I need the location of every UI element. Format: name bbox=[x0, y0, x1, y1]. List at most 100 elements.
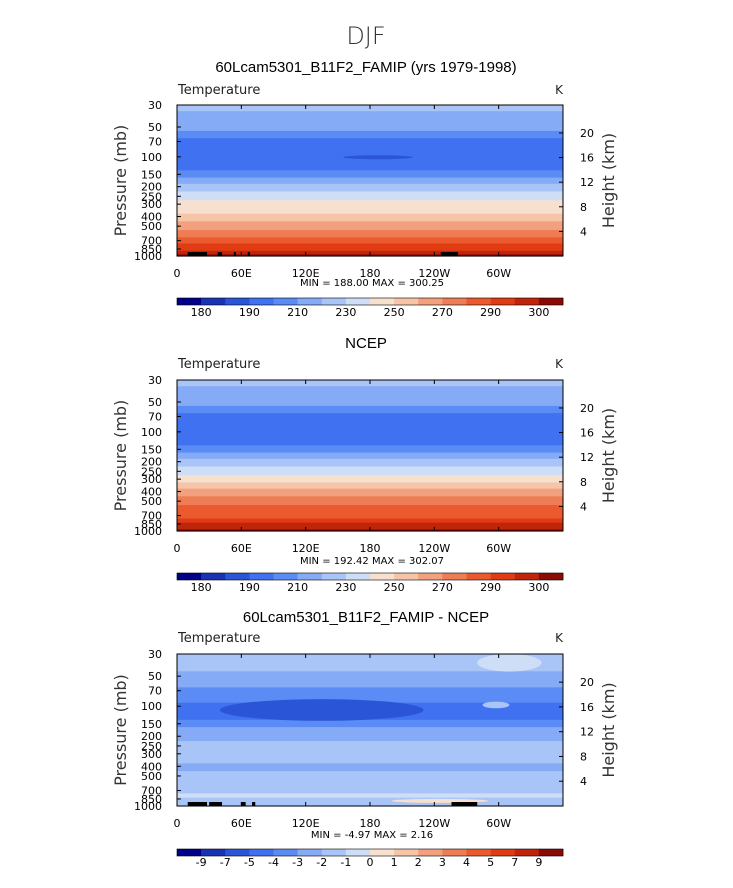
colorbar-label: -2 bbox=[316, 856, 327, 869]
topography-block bbox=[252, 802, 256, 806]
colorbar-swatch bbox=[538, 849, 564, 856]
min-max-stats: MIN = 192.42 MAX = 302.07 bbox=[300, 556, 444, 567]
variable-label: Temperature bbox=[177, 631, 260, 646]
pressure-tick-label: 1000 bbox=[134, 250, 162, 263]
panel-title: 60Lcam5301_B11F2_FAMIP (yrs 1979-1998) bbox=[215, 59, 516, 76]
field-band bbox=[177, 797, 563, 802]
colorbar-swatch bbox=[442, 298, 467, 305]
colorbar-swatch bbox=[394, 298, 419, 305]
colorbar-label: -9 bbox=[196, 856, 207, 869]
colorbar-swatch bbox=[273, 573, 298, 580]
field-band bbox=[177, 405, 563, 414]
colorbar-label: 180 bbox=[191, 306, 212, 319]
field-bands bbox=[177, 654, 563, 807]
pressure-tick-label: 500 bbox=[141, 495, 162, 508]
colorbar-label: 9 bbox=[535, 856, 542, 869]
colorbar-swatch bbox=[249, 849, 274, 856]
field-band bbox=[177, 522, 563, 527]
colorbar-swatch bbox=[418, 298, 443, 305]
field-band bbox=[177, 787, 563, 795]
field-band bbox=[177, 436, 563, 446]
pressure-tick-label: 500 bbox=[141, 770, 162, 783]
pressure-tick-label: 200 bbox=[141, 181, 162, 194]
colorbar: -9 -7 -5 -4 -3 -2 -1 0 1 2 3 4 5 7 9 bbox=[176, 848, 564, 869]
field-band bbox=[177, 122, 563, 132]
colorbar-swatch bbox=[466, 849, 491, 856]
units-label: K bbox=[555, 357, 564, 371]
field-band bbox=[177, 420, 563, 429]
pressure-tick-label: 250 bbox=[141, 190, 162, 203]
height-tick-label: 12 bbox=[580, 726, 594, 739]
colorbar-label: 270 bbox=[432, 306, 453, 319]
height-tick-label: 4 bbox=[580, 500, 587, 513]
colorbar-swatch bbox=[370, 573, 395, 580]
pressure-tick-label: 30 bbox=[148, 374, 162, 387]
colorbar-label: 290 bbox=[480, 581, 501, 594]
colorbar-swatch bbox=[370, 298, 395, 305]
colorbar-swatch bbox=[273, 849, 298, 856]
pressure-tick-label: 70 bbox=[148, 410, 162, 423]
height-tick-label: 8 bbox=[580, 476, 587, 489]
height-tick-label: 4 bbox=[580, 775, 587, 788]
colorbar-label: 190 bbox=[239, 581, 260, 594]
x-tick-label: 60W bbox=[486, 542, 511, 555]
colorbar-label: -1 bbox=[340, 856, 351, 869]
field-band bbox=[177, 749, 563, 758]
colorbar-swatch bbox=[273, 298, 298, 305]
pressure-tick-label: 700 bbox=[141, 785, 162, 798]
height-tick-label: 16 bbox=[580, 701, 594, 714]
min-max-stats: MIN = 188.00 MAX = 300.25 bbox=[300, 278, 444, 289]
field-feature-cold_band bbox=[219, 699, 424, 721]
colorbar-swatch bbox=[345, 298, 371, 305]
field-band bbox=[177, 213, 563, 222]
colorbar-swatch bbox=[514, 573, 540, 580]
colorbar-swatch bbox=[249, 573, 274, 580]
colorbar-swatch bbox=[177, 573, 202, 580]
colorbar-swatch bbox=[297, 849, 323, 856]
pressure-tick-label: 100 bbox=[141, 151, 162, 164]
x-tick-label: 60E bbox=[231, 542, 252, 555]
pressure-tick-label: 200 bbox=[141, 456, 162, 469]
colorbar-frame bbox=[176, 297, 564, 306]
pressure-tick-label: 70 bbox=[148, 685, 162, 698]
field-band bbox=[177, 177, 563, 185]
colorbar-swatch bbox=[514, 849, 540, 856]
colorbar-label: 5 bbox=[487, 856, 494, 869]
field-band bbox=[177, 727, 563, 734]
field-band bbox=[177, 111, 563, 123]
field-band bbox=[177, 680, 563, 688]
field-band bbox=[177, 207, 563, 215]
y-axis-label-right: Height (km) bbox=[599, 133, 618, 228]
pressure-tick-label: 30 bbox=[148, 99, 162, 112]
colorbar-label: 2 bbox=[415, 856, 422, 869]
y-axis-label-left: Pressure (mb) bbox=[111, 125, 130, 237]
pressure-tick-label: 1000 bbox=[134, 525, 162, 538]
variable-label: Temperature bbox=[177, 83, 260, 98]
x-tick-label: 120W bbox=[418, 542, 450, 555]
colorbar-swatch bbox=[345, 849, 371, 856]
x-tick-label: 120E bbox=[292, 542, 320, 555]
pressure-tick-label: 150 bbox=[141, 168, 162, 181]
y-axis-label-left: Pressure (mb) bbox=[111, 674, 130, 786]
colorbar-label: 7 bbox=[511, 856, 518, 869]
colorbar-swatch bbox=[321, 298, 347, 305]
colorbar-swatch bbox=[490, 849, 516, 856]
colorbar-label: 290 bbox=[480, 306, 501, 319]
colorbar-label: 1 bbox=[391, 856, 398, 869]
colorbar-swatch bbox=[370, 849, 395, 856]
colorbar-swatch bbox=[514, 298, 540, 305]
colorbar-swatch bbox=[345, 573, 371, 580]
field-band bbox=[177, 191, 563, 201]
field-band bbox=[177, 161, 563, 171]
colorbar-swatch bbox=[538, 573, 564, 580]
colorbar-swatch bbox=[442, 573, 467, 580]
field-band bbox=[177, 518, 563, 524]
pressure-tick-label: 700 bbox=[141, 235, 162, 248]
x-tick-label: 180 bbox=[360, 542, 381, 555]
topography-block bbox=[241, 802, 246, 806]
field-feature-warm_patch bbox=[477, 654, 542, 672]
figure-title: DJF bbox=[346, 22, 385, 50]
variable-label: Temperature bbox=[177, 357, 260, 372]
colorbar-swatch bbox=[321, 573, 347, 580]
